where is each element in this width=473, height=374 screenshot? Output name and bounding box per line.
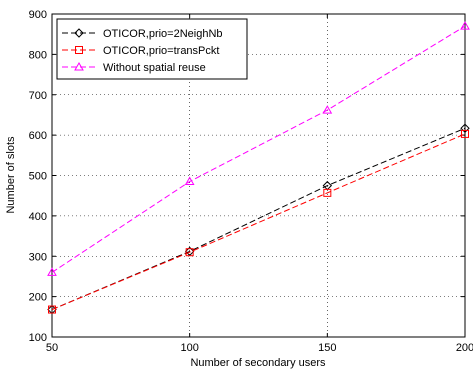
- y-tick-label: 600: [29, 130, 47, 142]
- y-tick-label: 400: [29, 211, 47, 223]
- x-axis-title: Number of secondary users: [190, 357, 326, 369]
- series-line: [51, 25, 466, 273]
- x-tick-label: 100: [180, 342, 198, 354]
- legend-item: OTICOR,prio=2NeighNb: [62, 28, 223, 40]
- series-line: [51, 133, 466, 311]
- legend-marker: [74, 61, 84, 71]
- data-point-marker: [185, 248, 194, 257]
- data-point-marker: [461, 129, 469, 138]
- x-tick-label: 200: [456, 342, 473, 354]
- legend-label: Without spatial reuse: [103, 62, 206, 74]
- legend: OTICOR,prio=2NeighNb OTICOR,prio=transPck…: [56, 18, 248, 80]
- legend-label: OTICOR,prio=2NeighNb: [103, 28, 223, 40]
- y-tick-label: 800: [29, 49, 47, 61]
- data-point-marker: [48, 305, 56, 314]
- series-group: [47, 21, 470, 315]
- y-tick-label: 700: [29, 90, 47, 102]
- data-point-marker: [322, 105, 333, 114]
- y-tick-label: 100: [29, 332, 47, 344]
- legend-label: OTICOR,prio=transPckt: [103, 45, 219, 57]
- data-point-marker: [47, 267, 57, 276]
- data-point-marker: [184, 176, 195, 186]
- y-tick-label: 200: [29, 292, 47, 304]
- series-2: [48, 129, 469, 314]
- series-3: [47, 21, 470, 276]
- x-tick-label: 50: [46, 342, 58, 354]
- legend-item: OTICOR,prio=transPckt: [62, 45, 219, 57]
- data-point-marker: [460, 21, 470, 30]
- legend-box: [56, 18, 248, 80]
- legend-marker: [75, 46, 83, 54]
- y-axis-title: Number of slots: [5, 136, 17, 214]
- y-tick-label: 300: [29, 251, 47, 263]
- legend-marker: [74, 28, 84, 38]
- series-line: [51, 127, 466, 311]
- y-tick-label: 900: [29, 9, 47, 21]
- data-point-marker: [460, 123, 470, 133]
- x-tick-label: 150: [318, 342, 336, 354]
- data-point-marker: [323, 188, 332, 197]
- legend-item: Without spatial reuse: [62, 61, 206, 74]
- y-tick-label: 500: [29, 171, 47, 183]
